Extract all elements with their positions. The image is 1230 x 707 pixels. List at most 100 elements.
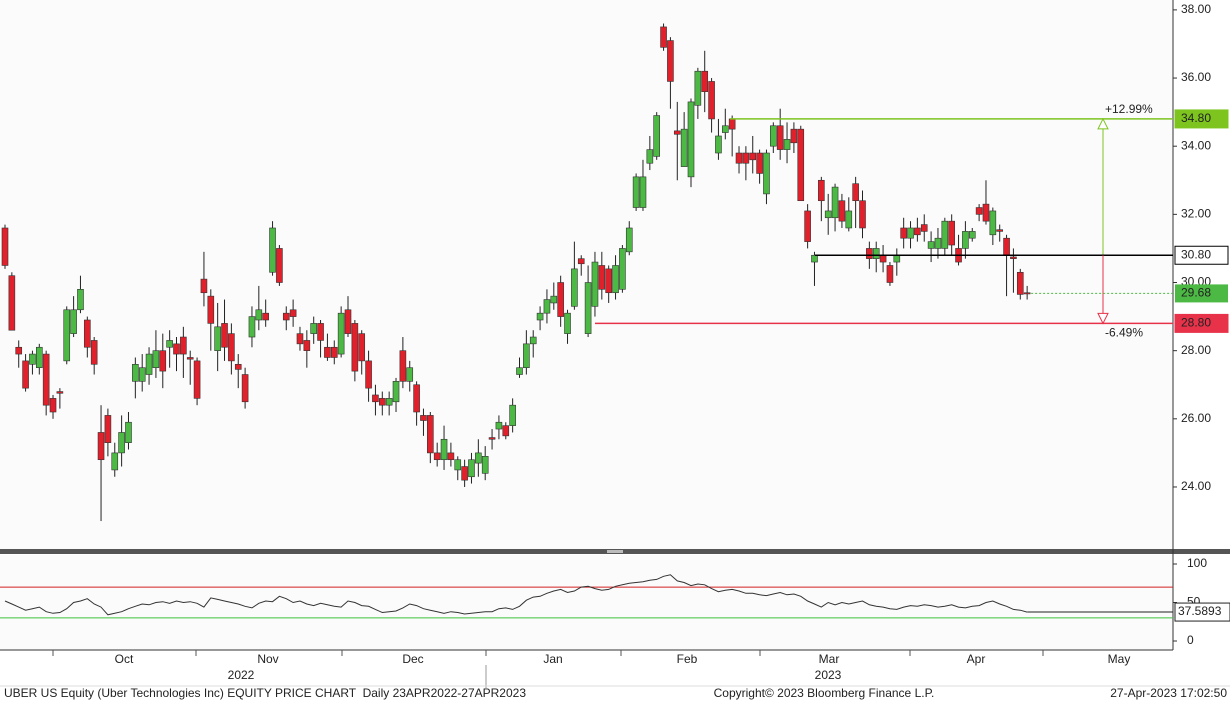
last-price-tag [1175, 284, 1228, 303]
y-tick-label: 38.00 [1181, 2, 1211, 16]
candle-body [255, 309, 263, 321]
candle-body [15, 346, 23, 355]
candle-body [605, 268, 612, 294]
candle-body [372, 394, 379, 403]
candle-body [646, 149, 654, 164]
candle-body [557, 282, 564, 317]
x-tick-label: Nov [257, 652, 278, 666]
candle-body [351, 323, 359, 372]
candle-body [866, 248, 873, 259]
candle-body [838, 200, 846, 222]
change-label: +12.99% [1105, 102, 1153, 116]
candle-body [536, 312, 544, 321]
level-tag [1174, 245, 1229, 265]
candle-body [248, 316, 256, 338]
candle-body [344, 309, 352, 334]
candle-body [324, 346, 331, 358]
candle-body [77, 289, 84, 311]
candle-body [543, 299, 551, 314]
candle-body [776, 125, 784, 150]
candle-body [406, 367, 414, 382]
candle-body [783, 139, 791, 150]
candle-body [934, 237, 942, 249]
candle-body [1016, 271, 1024, 295]
candle-body [385, 398, 393, 406]
candle-body [49, 398, 57, 413]
candle-body [516, 367, 523, 375]
candle-body [289, 309, 297, 317]
candle-body [701, 70, 709, 92]
x-tick-label: Feb [677, 652, 698, 666]
candle-body [632, 176, 640, 208]
candle-body [735, 152, 743, 164]
candle-body [42, 353, 50, 406]
candle-body [715, 135, 722, 154]
candle-body [975, 207, 983, 215]
candle-body [948, 220, 955, 246]
candle-body [708, 81, 715, 120]
candle-body [653, 115, 661, 157]
y-tick-label: 28.00 [1181, 343, 1211, 357]
candle-body [577, 258, 585, 265]
candle-body [612, 265, 619, 294]
candle-body [941, 220, 949, 249]
x-tick-label: Dec [402, 652, 423, 666]
candle-body [859, 200, 866, 229]
candle-body [145, 353, 153, 375]
candle-body [241, 374, 249, 403]
candle-body [214, 326, 221, 351]
level-tag-label: 28.80 [1181, 316, 1211, 330]
candle-body [728, 118, 736, 130]
candle-body [132, 363, 139, 382]
candle-body [872, 248, 880, 259]
candle-body [907, 227, 914, 239]
candle-body [90, 340, 98, 365]
level-tag-label: 34.80 [1181, 111, 1211, 125]
last-price-label: 29.68 [1181, 286, 1211, 300]
candle-body [756, 152, 763, 174]
x-tick-label: Apr [967, 652, 986, 666]
level-tag-label: 30.80 [1181, 247, 1211, 261]
x-tick-label: Oct [115, 652, 134, 666]
candle-body [763, 152, 770, 195]
candle-body [427, 415, 434, 454]
candle-body [495, 421, 503, 430]
rsi-last-tag [1174, 602, 1230, 622]
candle-body [8, 275, 16, 331]
candle-body [337, 312, 345, 355]
candle-body [900, 227, 907, 239]
candle-body [269, 227, 276, 273]
candle-body [694, 70, 702, 106]
candle-body [749, 152, 757, 161]
change-arrowhead [1097, 312, 1109, 325]
candle-body [35, 346, 43, 369]
candle-body [365, 360, 372, 389]
candle-body [824, 210, 832, 219]
y-tick-label: 26.00 [1181, 411, 1211, 425]
rsi-last-label: 37.5893 [1178, 604, 1222, 618]
x-tick-label: Mar [819, 652, 840, 666]
candle-body [996, 229, 1004, 232]
level-tag [1174, 313, 1229, 333]
candle-body [920, 224, 928, 232]
candle-body [303, 340, 311, 351]
price-plot-bg [0, 0, 1173, 549]
candle-body [625, 227, 633, 253]
candle-body [378, 398, 386, 406]
candle-body [914, 227, 921, 236]
y-tick-label: 34.00 [1181, 138, 1211, 152]
candle-body [173, 343, 180, 355]
level-tag [1174, 109, 1229, 129]
candle-body [598, 265, 606, 290]
candle-body [968, 231, 976, 239]
candle-body [413, 384, 420, 413]
candle-body [392, 381, 400, 403]
candle-body [845, 210, 853, 229]
candle-body [125, 421, 132, 443]
candle-body [310, 323, 318, 334]
candle-body [296, 333, 304, 345]
candle-body [852, 183, 859, 202]
candle-body [721, 125, 729, 133]
